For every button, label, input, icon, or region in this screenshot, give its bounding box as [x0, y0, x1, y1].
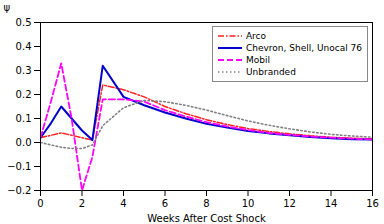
svg-text:Weeks After Cost Shock: Weeks After Cost Shock — [147, 213, 266, 224]
html-text:Mobil: Mobil — [246, 55, 270, 65]
html-text:Chevron, Shell, Unocal 76: Chevron, Shell, Unocal 76 — [246, 43, 362, 53]
svg-text:12: 12 — [283, 198, 296, 209]
svg-text:0.3: 0.3 — [16, 65, 32, 76]
html-text:Arco: Arco — [246, 31, 267, 41]
html-text:Unbranded: Unbranded — [246, 67, 296, 77]
svg-text:−0.2: −0.2 — [7, 185, 31, 196]
svg-text:8: 8 — [203, 198, 209, 209]
svg-text:6: 6 — [162, 198, 168, 209]
svg-text:0.1: 0.1 — [16, 113, 32, 124]
svg-text:14: 14 — [325, 198, 338, 209]
svg-text:ψ: ψ — [4, 2, 11, 13]
svg-text:0.0: 0.0 — [16, 137, 32, 148]
svg-text:0.4: 0.4 — [16, 41, 32, 52]
svg-text:−0.1: −0.1 — [7, 161, 31, 172]
svg-text:0: 0 — [37, 198, 43, 209]
svg-text:10: 10 — [242, 198, 255, 209]
svg-text:4: 4 — [120, 198, 126, 209]
svg-text:16: 16 — [366, 198, 379, 209]
svg-text:2: 2 — [79, 198, 85, 209]
svg-text:0.2: 0.2 — [16, 89, 32, 100]
svg-text:0.5: 0.5 — [16, 17, 32, 28]
